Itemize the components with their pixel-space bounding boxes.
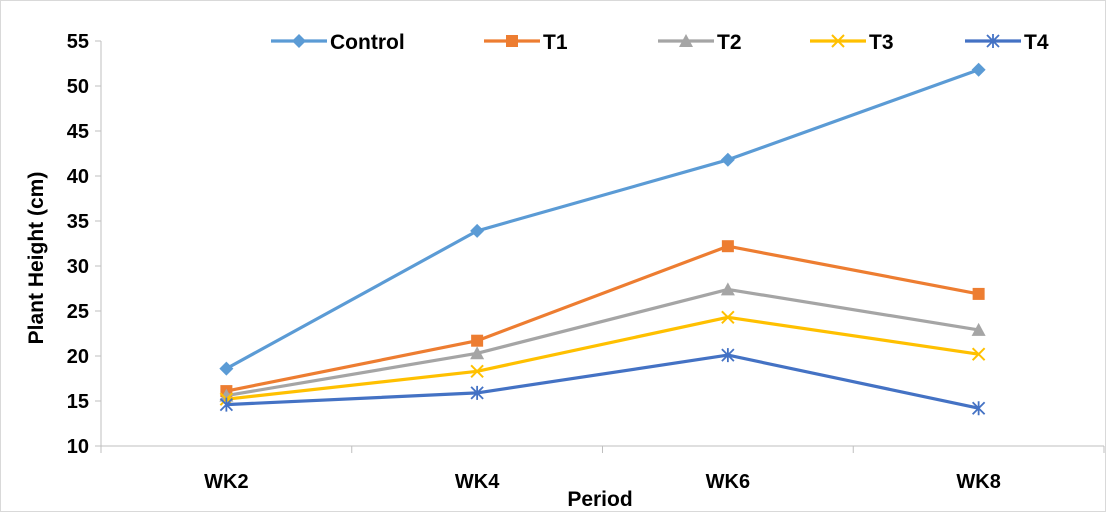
y-tick-label: 55 — [67, 31, 89, 53]
y-tick-label: 40 — [67, 166, 89, 188]
y-tick-label: 10 — [67, 436, 89, 458]
x-tick-label: WK6 — [706, 471, 750, 493]
data-point-t2 — [720, 282, 735, 296]
legend-label-t2: T2 — [717, 31, 742, 54]
series-line-control — [225, 68, 980, 371]
x-tick-label: WK2 — [204, 471, 248, 493]
data-point-t4 — [721, 348, 735, 363]
legend-marker-control — [292, 34, 306, 48]
series-t4 — [219, 348, 986, 416]
legend-item-t1: T1 — [484, 31, 568, 54]
x-axis-title: Period — [567, 488, 632, 511]
legend-marker-t3 — [831, 34, 845, 48]
data-point-t1 — [721, 240, 734, 253]
legend: Control T1 T2 T3 T4 — [271, 31, 1049, 54]
legend-marker-t2 — [679, 34, 693, 47]
legend-label-control: Control — [330, 31, 405, 54]
series-group — [219, 62, 986, 416]
data-point-t3 — [721, 310, 735, 325]
legend-item-t2: T2 — [658, 31, 742, 54]
legend-item-t4: T4 — [965, 31, 1049, 54]
legend-marker-t4 — [986, 34, 1000, 48]
legend-item-t3: T3 — [810, 31, 894, 54]
series-line-t2 — [226, 287, 979, 398]
data-point-t1 — [471, 334, 484, 347]
legend-item-control: Control — [271, 31, 405, 54]
data-point-t2 — [470, 346, 485, 360]
y-tick-label: 45 — [67, 121, 89, 143]
y-tick-label: 35 — [67, 211, 89, 233]
legend-label-t4: T4 — [1024, 31, 1049, 54]
axes: 10 15 20 25 30 35 40 45 50 55 WK2 WK4 WK6 WK8 — [67, 31, 1105, 493]
data-point-control — [971, 62, 986, 77]
data-point-control — [720, 152, 735, 167]
data-point-t2 — [971, 322, 986, 336]
y-tick-label: 15 — [67, 391, 89, 413]
legend-label-t1: T1 — [543, 31, 568, 54]
series-line-t4 — [226, 353, 979, 410]
x-tick-label: WK8 — [956, 471, 1000, 493]
series-line-t3 — [226, 315, 979, 401]
data-point-t4 — [219, 397, 234, 412]
y-tick-label: 50 — [67, 76, 89, 98]
legend-label-t3: T3 — [869, 31, 894, 54]
y-tick-label: 30 — [67, 256, 89, 278]
y-axis-title: Plant Height (cm) — [25, 172, 48, 345]
y-tick-label: 25 — [67, 301, 89, 323]
legend-marker-t1 — [506, 35, 518, 47]
data-point-t4 — [470, 385, 484, 400]
data-point-t4 — [971, 401, 986, 416]
data-point-t3 — [971, 347, 986, 361]
x-tick-label: WK4 — [455, 471, 500, 493]
data-point-control — [219, 361, 234, 376]
y-tick-label: 20 — [67, 346, 89, 368]
data-point-control — [470, 223, 485, 238]
series-control — [219, 62, 986, 376]
data-point-t1 — [972, 287, 985, 300]
data-point-t3 — [470, 364, 484, 379]
series-line-t1 — [226, 244, 979, 393]
